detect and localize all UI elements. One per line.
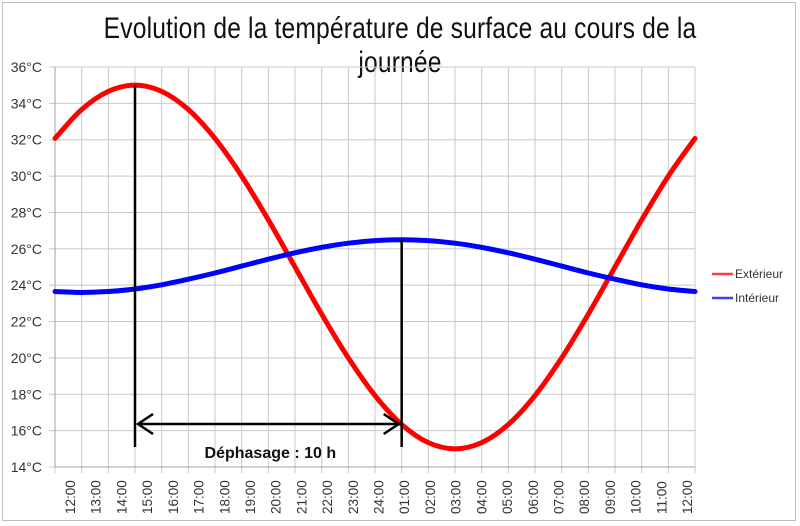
x-tick-label: 13:00 — [89, 480, 104, 514]
x-tick-label: 04:00 — [474, 480, 489, 514]
x-tick-label: 14:00 — [114, 480, 129, 514]
legend-label: Intérieur — [735, 291, 779, 305]
x-tick-label: 03:00 — [449, 480, 464, 514]
y-tick-label: 20°C — [11, 350, 42, 366]
x-tick-label: 24:00 — [372, 480, 387, 514]
x-tick-label: 22:00 — [320, 480, 335, 514]
x-tick-label: 12:00 — [63, 480, 78, 514]
y-tick-label: 30°C — [11, 168, 42, 184]
x-tick-label: 17:00 — [192, 480, 207, 514]
x-tick-label: 01:00 — [397, 480, 412, 514]
chart-frame — [2, 2, 796, 521]
legend-label: Extérieur — [735, 267, 783, 281]
x-tick-label: 20:00 — [269, 480, 284, 514]
x-tick-label: 16:00 — [166, 480, 181, 514]
y-tick-label: 18°C — [11, 386, 42, 402]
x-tick-label: 10:00 — [629, 480, 644, 514]
y-tick-label: 34°C — [11, 95, 42, 111]
arrow-head-right-icon — [382, 412, 401, 436]
y-tick-label: 32°C — [11, 132, 42, 148]
y-tick-label: 26°C — [11, 241, 42, 257]
chart-title: Evolution de la température de surface a… — [103, 12, 697, 79]
y-tick-label: 36°C — [11, 59, 42, 75]
y-tick-label: 16°C — [11, 423, 42, 439]
x-tick-label: 19:00 — [243, 480, 258, 514]
x-tick-label: 15:00 — [140, 480, 155, 514]
phase-annotation-label: Déphasage : 10 h — [205, 445, 337, 462]
series-line-exterieur — [52, 82, 698, 452]
x-tick-label: 02:00 — [423, 480, 438, 514]
y-tick-label: 28°C — [11, 204, 42, 220]
x-tick-label: 11:00 — [654, 481, 669, 514]
x-tick-label: 05:00 — [500, 480, 515, 514]
y-tick-label: 22°C — [11, 314, 42, 330]
x-tick-label: 23:00 — [346, 480, 361, 514]
x-tick-label: 06:00 — [526, 480, 541, 514]
x-tick-label: 18:00 — [217, 480, 232, 514]
arrow-head-left-icon — [135, 412, 154, 436]
x-tick-label: 07:00 — [551, 480, 566, 514]
x-tick-label: 12:00 — [680, 480, 695, 514]
x-tick-label: 21:00 — [294, 480, 309, 514]
y-tick-label: 24°C — [11, 277, 42, 293]
y-tick-label: 14°C — [11, 459, 42, 475]
x-tick-label: 08:00 — [577, 480, 592, 514]
x-tick-label: 09:00 — [603, 480, 618, 514]
series-line-interieur — [52, 237, 698, 295]
